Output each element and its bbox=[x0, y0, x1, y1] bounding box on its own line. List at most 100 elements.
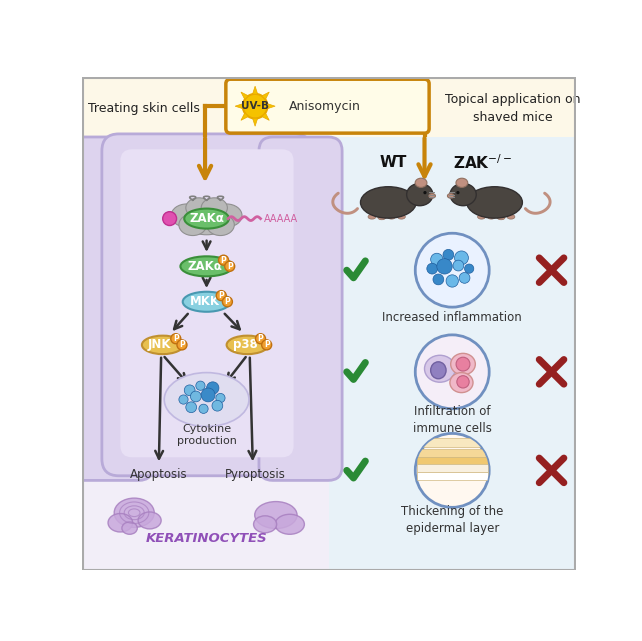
Circle shape bbox=[443, 249, 454, 260]
Ellipse shape bbox=[164, 372, 249, 426]
Ellipse shape bbox=[429, 194, 435, 198]
Ellipse shape bbox=[179, 214, 207, 235]
Ellipse shape bbox=[201, 198, 227, 218]
Text: P: P bbox=[179, 340, 185, 349]
Circle shape bbox=[453, 260, 464, 271]
Circle shape bbox=[455, 251, 469, 265]
FancyBboxPatch shape bbox=[259, 137, 342, 480]
Circle shape bbox=[446, 275, 458, 287]
Text: P: P bbox=[221, 256, 227, 265]
Text: JNK: JNK bbox=[148, 338, 171, 351]
Circle shape bbox=[212, 401, 223, 411]
Text: UV-B: UV-B bbox=[241, 101, 269, 111]
Polygon shape bbox=[252, 86, 257, 94]
Text: p38: p38 bbox=[232, 338, 257, 351]
Circle shape bbox=[457, 376, 469, 388]
Text: AAAAA: AAAAA bbox=[264, 213, 298, 224]
Ellipse shape bbox=[431, 362, 446, 379]
Circle shape bbox=[431, 253, 443, 265]
Circle shape bbox=[218, 255, 229, 265]
Circle shape bbox=[201, 388, 215, 402]
Circle shape bbox=[222, 297, 232, 307]
Circle shape bbox=[199, 404, 208, 413]
Ellipse shape bbox=[138, 512, 161, 529]
Text: Pyroptosis: Pyroptosis bbox=[225, 468, 286, 481]
Text: ZAKα: ZAKα bbox=[189, 212, 224, 225]
FancyBboxPatch shape bbox=[69, 137, 153, 480]
FancyBboxPatch shape bbox=[417, 456, 488, 464]
Circle shape bbox=[427, 263, 438, 274]
Circle shape bbox=[216, 290, 226, 301]
Text: Anisomycin: Anisomycin bbox=[290, 100, 361, 113]
Ellipse shape bbox=[388, 215, 395, 219]
Ellipse shape bbox=[254, 516, 277, 533]
Text: P: P bbox=[257, 334, 263, 343]
Circle shape bbox=[433, 274, 444, 285]
Polygon shape bbox=[235, 104, 243, 109]
Polygon shape bbox=[262, 92, 269, 99]
Ellipse shape bbox=[183, 292, 230, 312]
Ellipse shape bbox=[227, 336, 268, 354]
Ellipse shape bbox=[183, 206, 230, 235]
Circle shape bbox=[177, 340, 187, 350]
FancyBboxPatch shape bbox=[120, 149, 293, 457]
Ellipse shape bbox=[186, 198, 212, 218]
Ellipse shape bbox=[180, 256, 233, 276]
FancyBboxPatch shape bbox=[329, 137, 576, 570]
Text: P: P bbox=[264, 340, 270, 349]
Ellipse shape bbox=[478, 215, 485, 219]
Text: WT: WT bbox=[380, 155, 408, 170]
Circle shape bbox=[207, 382, 219, 394]
Ellipse shape bbox=[497, 215, 505, 220]
Ellipse shape bbox=[255, 501, 297, 529]
Ellipse shape bbox=[108, 513, 133, 532]
Polygon shape bbox=[241, 92, 248, 99]
Circle shape bbox=[243, 94, 268, 119]
Ellipse shape bbox=[487, 215, 495, 219]
Polygon shape bbox=[267, 104, 275, 109]
Text: P: P bbox=[218, 291, 224, 300]
Circle shape bbox=[465, 264, 474, 273]
Circle shape bbox=[415, 433, 489, 507]
Ellipse shape bbox=[507, 215, 515, 219]
Ellipse shape bbox=[171, 204, 202, 227]
Circle shape bbox=[171, 334, 181, 344]
Ellipse shape bbox=[114, 498, 154, 528]
Circle shape bbox=[459, 272, 470, 283]
Circle shape bbox=[184, 385, 195, 395]
Ellipse shape bbox=[456, 178, 468, 187]
Ellipse shape bbox=[451, 353, 475, 375]
Ellipse shape bbox=[450, 372, 473, 393]
Ellipse shape bbox=[184, 208, 229, 229]
Circle shape bbox=[262, 340, 272, 350]
Ellipse shape bbox=[142, 336, 184, 354]
Text: P: P bbox=[227, 262, 232, 271]
Ellipse shape bbox=[361, 187, 416, 218]
Text: KERATINOCYTES: KERATINOCYTES bbox=[146, 531, 268, 545]
Ellipse shape bbox=[424, 355, 455, 382]
FancyBboxPatch shape bbox=[417, 449, 488, 456]
Circle shape bbox=[216, 394, 225, 403]
Circle shape bbox=[225, 262, 235, 271]
Text: Cytokine
production: Cytokine production bbox=[177, 424, 236, 446]
Ellipse shape bbox=[275, 514, 304, 535]
FancyBboxPatch shape bbox=[102, 134, 311, 476]
FancyBboxPatch shape bbox=[82, 137, 329, 570]
Polygon shape bbox=[262, 113, 269, 121]
Ellipse shape bbox=[378, 215, 386, 220]
Text: P: P bbox=[173, 334, 178, 343]
FancyBboxPatch shape bbox=[417, 472, 488, 479]
Text: Topical application on
shaved mice: Topical application on shaved mice bbox=[446, 93, 581, 124]
Text: P: P bbox=[225, 297, 230, 306]
Ellipse shape bbox=[122, 522, 137, 535]
Circle shape bbox=[415, 335, 489, 409]
Text: ZAK$^{-/-}$: ZAK$^{-/-}$ bbox=[453, 153, 512, 172]
FancyBboxPatch shape bbox=[417, 464, 488, 472]
Ellipse shape bbox=[467, 187, 523, 218]
Ellipse shape bbox=[450, 183, 476, 206]
Text: Treating skin cells: Treating skin cells bbox=[87, 102, 200, 115]
FancyBboxPatch shape bbox=[417, 438, 488, 447]
Circle shape bbox=[179, 395, 188, 404]
Text: ZAKα: ZAKα bbox=[187, 260, 223, 273]
Ellipse shape bbox=[207, 214, 234, 235]
